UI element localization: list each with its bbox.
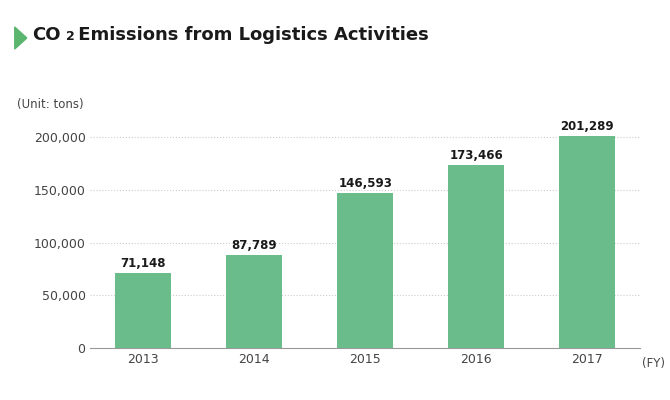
- Text: 201,289: 201,289: [560, 120, 614, 132]
- Bar: [338, 194, 393, 348]
- Bar: [448, 165, 504, 348]
- Bar: [559, 136, 615, 348]
- Bar: [115, 273, 171, 348]
- Text: 87,789: 87,789: [231, 239, 277, 252]
- Text: 71,148: 71,148: [121, 257, 166, 270]
- Text: 146,593: 146,593: [338, 177, 392, 190]
- Text: 173,466: 173,466: [450, 149, 503, 162]
- Bar: [226, 256, 282, 348]
- Text: (Unit: tons): (Unit: tons): [17, 98, 83, 111]
- Text: 2: 2: [66, 30, 74, 43]
- Text: CO: CO: [32, 26, 61, 44]
- Text: (FY): (FY): [642, 357, 665, 370]
- Text: Emissions from Logistics Activities: Emissions from Logistics Activities: [72, 26, 429, 44]
